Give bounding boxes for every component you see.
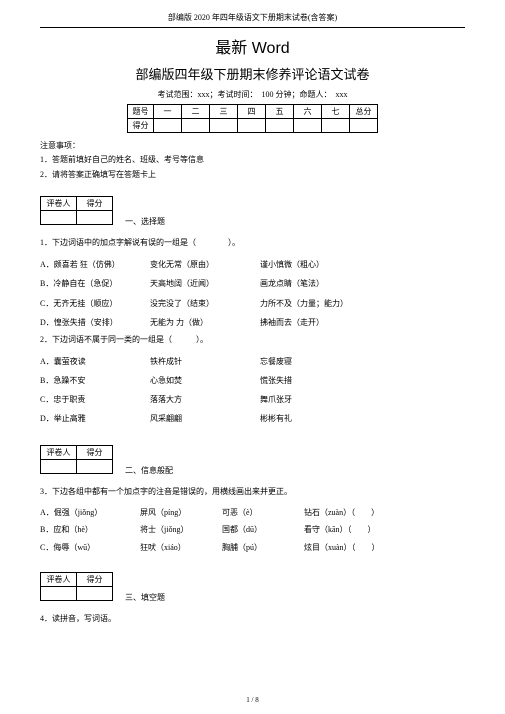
cell: 得分 bbox=[77, 573, 113, 587]
cell: 评卷人 bbox=[41, 573, 77, 587]
opt: 天高地阔（近闻） bbox=[150, 274, 260, 293]
cell: 评卷人 bbox=[41, 197, 77, 211]
opt: 可恶（è） bbox=[222, 504, 304, 522]
cell bbox=[154, 119, 182, 133]
section-title: 二、信息般配 bbox=[125, 465, 173, 476]
question: 2．下边词语不属于同一类的一组是（ ）。 bbox=[40, 332, 465, 348]
opt: 彬彬有礼 bbox=[260, 409, 370, 428]
cell bbox=[77, 211, 113, 225]
opt: C．忠于职责 bbox=[40, 390, 150, 409]
cell: 七 bbox=[322, 105, 350, 119]
opt: C．无齐无挂（顺应） bbox=[40, 294, 150, 313]
notice-line: 1．答题前填好自己的姓名、班级、考号等信息 bbox=[40, 153, 465, 167]
opt: 将士（jiǒng） bbox=[140, 521, 222, 539]
cell: 总分 bbox=[350, 105, 378, 119]
opt: 落落大方 bbox=[150, 390, 260, 409]
opt: 心急如焚 bbox=[150, 371, 260, 390]
opt: 铁杵成针 bbox=[150, 352, 260, 371]
cell bbox=[266, 119, 294, 133]
doc-source-header: 部编版 2020 年四年级语文下册期末试卷(含答案) bbox=[40, 12, 465, 23]
opt: 国都（dū） bbox=[222, 521, 304, 539]
notice-block: 注意事项： 1．答题前填好自己的姓名、班级、考号等信息 2．请将答案正确填写在答… bbox=[40, 139, 465, 182]
cell: 得分 bbox=[128, 119, 154, 133]
cell bbox=[322, 119, 350, 133]
cell: 三 bbox=[210, 105, 238, 119]
cell bbox=[210, 119, 238, 133]
cell bbox=[41, 211, 77, 225]
opt: 无能为 力（做） bbox=[150, 313, 260, 332]
opt: B．冷静自在（急促） bbox=[40, 274, 150, 293]
table-row: 得分 bbox=[128, 119, 378, 133]
question: 1．下边词语中的加点字解说有误的一组是（ ）。 bbox=[40, 235, 465, 251]
cell bbox=[182, 119, 210, 133]
cell bbox=[77, 587, 113, 601]
opt: B．急躁不安 bbox=[40, 371, 150, 390]
section-title: 三、填空题 bbox=[125, 592, 165, 603]
cell: 五 bbox=[266, 105, 294, 119]
cell bbox=[238, 119, 266, 133]
exam-info: 考试范围：xxx；考试时间： 100 分钟；命题人： xxx bbox=[40, 89, 465, 100]
opt: 忘餐废寝 bbox=[260, 352, 370, 371]
options: A．囊萤夜读铁杵成针忘餐废寝 B．急躁不安心急如焚慌张失措 C．忠于职责落落大方… bbox=[40, 352, 465, 429]
opt: 拂袖而去（走开） bbox=[260, 313, 380, 332]
opt: D．举止高雅 bbox=[40, 409, 150, 428]
grader-table: 评卷人得分 bbox=[40, 445, 113, 474]
opt: B．应和（hè） bbox=[40, 521, 140, 539]
cell: 题号 bbox=[128, 105, 154, 119]
grader-table: 评卷人得分 bbox=[40, 572, 113, 601]
opt: 没完没了（结束） bbox=[150, 294, 260, 313]
opt: 变化无常（原由） bbox=[150, 255, 260, 274]
opt: 舞爪张牙 bbox=[260, 390, 370, 409]
opt: 看守（kān）（ ） bbox=[304, 521, 404, 539]
opt: 风采翩翩 bbox=[150, 409, 260, 428]
cell bbox=[350, 119, 378, 133]
opt: A．颇喜若 狂（仿佛） bbox=[40, 255, 150, 274]
cell: 一 bbox=[154, 105, 182, 119]
opt: A．囊萤夜读 bbox=[40, 352, 150, 371]
opt: 画龙点睛（笔法） bbox=[260, 274, 380, 293]
cell: 二 bbox=[182, 105, 210, 119]
notice-line: 2．请将答案正确填写在答题卡上 bbox=[40, 168, 465, 182]
opt: 慌张失措 bbox=[260, 371, 370, 390]
table-row: 题号 一 二 三 四 五 六 七 总分 bbox=[128, 105, 378, 119]
section-title: 一、选择题 bbox=[125, 216, 165, 227]
page-number: 1 / 8 bbox=[0, 696, 505, 704]
question: 3．下边各组中都有一个加点字的注音是错误的，用横线画出来并更正。 bbox=[40, 484, 465, 500]
opt: A．倔强（jiǒng） bbox=[40, 504, 140, 522]
pinyin-options: A．倔强（jiǒng）屏风（píng）可恶（è）钻石（zuàn）（ ） B．应和… bbox=[40, 504, 465, 557]
score-table: 题号 一 二 三 四 五 六 七 总分 得分 bbox=[127, 104, 378, 133]
opt: C．侮辱（wū） bbox=[40, 539, 140, 557]
cell: 得分 bbox=[77, 445, 113, 459]
title-main: 最新 Word bbox=[40, 34, 465, 58]
notice-title: 注意事项： bbox=[40, 139, 465, 153]
opt: 屏风（píng） bbox=[140, 504, 222, 522]
options: A．颇喜若 狂（仿佛）变化无常（原由）谨小慎微（粗心） B．冷静自在（急促）天高… bbox=[40, 255, 465, 332]
cell bbox=[77, 459, 113, 473]
opt: 胸脯（pú） bbox=[222, 539, 304, 557]
cell bbox=[294, 119, 322, 133]
grader-table: 评卷人得分 bbox=[40, 196, 113, 225]
cell bbox=[41, 459, 77, 473]
divider bbox=[40, 27, 465, 28]
opt: 钻石（zuàn）（ ） bbox=[304, 504, 404, 522]
opt: 狂吠（xiáo） bbox=[140, 539, 222, 557]
opt: 谨小慎微（粗心） bbox=[260, 255, 380, 274]
cell bbox=[41, 587, 77, 601]
title-sub: 部编版四年级下册期末修养评论语文试卷 bbox=[40, 64, 465, 83]
opt: D．惶张失措（安排） bbox=[40, 313, 150, 332]
opt: 炫目（xuàn）（ ） bbox=[304, 539, 404, 557]
question: 4．读拼音，写词语。 bbox=[40, 611, 465, 627]
cell: 四 bbox=[238, 105, 266, 119]
cell: 评卷人 bbox=[41, 445, 77, 459]
opt: 力所不及（力量；能力） bbox=[260, 294, 380, 313]
cell: 得分 bbox=[77, 197, 113, 211]
cell: 六 bbox=[294, 105, 322, 119]
